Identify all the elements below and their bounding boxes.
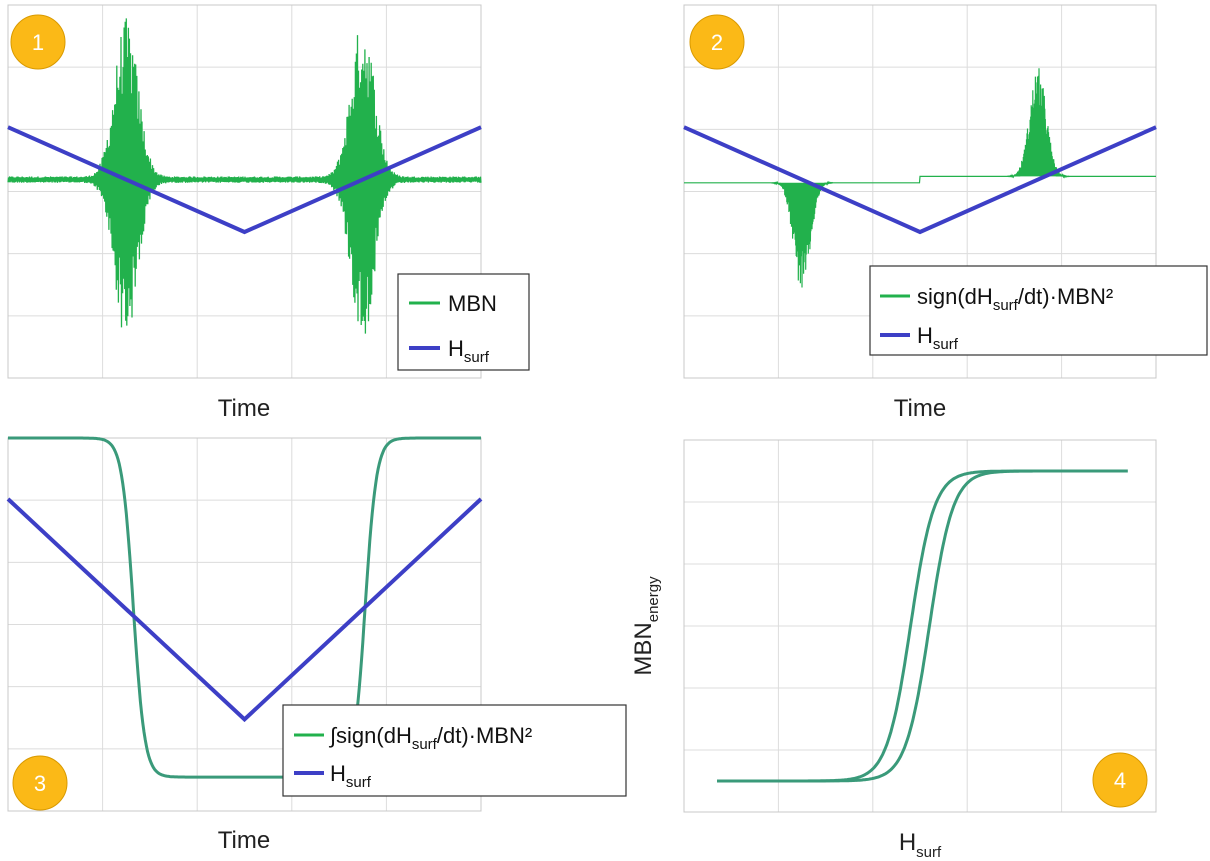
panel-2-series-2 [683,125,1157,235]
panel-1-legend-hsurf: Hsurf [448,336,490,366]
panel-1: Time MBN Hsurf 1 [7,4,530,422]
panel-3-data [6,436,483,779]
panel-3-legend-integral: ∫sign(dHsurf/dt)·MBN² [328,723,532,753]
panel-4-series-1-descending [717,469,1128,783]
panel-2: Time sign(dHsurf/dt)·MBN² Hsurf 2 [683,4,1208,422]
panel-2-data [683,68,1157,288]
badge-3-circle [12,755,68,811]
panel-4-ylabel: MBNenergy [630,576,662,676]
panel-3-legend-box [282,704,627,797]
badge-1-label: 1 [32,30,44,55]
panel-1-series-1 [7,18,482,334]
panel-2-legend-energy: sign(dHsurf/dt)·MBN² [917,284,1113,314]
panel-4-xlabel: Hsurf [899,829,942,861]
panel-4-data [717,469,1128,783]
panel-2-legend-hsurf: Hsurf [917,323,959,353]
panel-1-xlabel: Time [218,395,270,422]
panel-1-axes [7,4,482,379]
panel-1-legend-mbn: MBN [448,291,497,316]
badge-2-circle [689,14,745,70]
panel-3-xlabel: Time [218,827,270,854]
panel-2-xlabel: Time [894,395,946,422]
panel-3-axes [7,437,482,812]
panel-3-legend-hsurf: Hsurf [330,761,372,791]
panel-3-series-2 [6,497,483,723]
badge-1: 1 [10,14,66,70]
badge-4-circle [1092,752,1148,808]
panel-3-legend: ∫sign(dHsurf/dt)·MBN² Hsurf [282,704,627,797]
panel-2-legend: sign(dHsurf/dt)·MBN² Hsurf [869,265,1208,356]
panel-4: Hsurf MBNenergy 4 [630,439,1157,861]
badge-4: 4 [1092,752,1148,808]
panel-1-series-2 [7,125,482,235]
panel-1-data [7,18,482,334]
panel-1-legend: MBN Hsurf [397,273,530,371]
badge-3: 3 [12,755,68,811]
badge-1-circle [10,14,66,70]
panel-3: Time ∫sign(dHsurf/dt)·MBN² Hsurf 3 [6,436,627,854]
panel-3-series-1 [8,436,481,779]
badge-4-label: 4 [1114,768,1126,793]
panel-2-legend-box [869,265,1208,356]
panel-4-axes [683,439,1157,813]
panel-2-series-1 [684,68,1156,288]
panel-4-grid [684,440,1156,812]
panel-2-axes [683,4,1157,379]
badge-2: 2 [689,14,745,70]
panel-1-legend-box [397,273,530,371]
badge-2-label: 2 [711,30,723,55]
badge-3-label: 3 [34,771,46,796]
